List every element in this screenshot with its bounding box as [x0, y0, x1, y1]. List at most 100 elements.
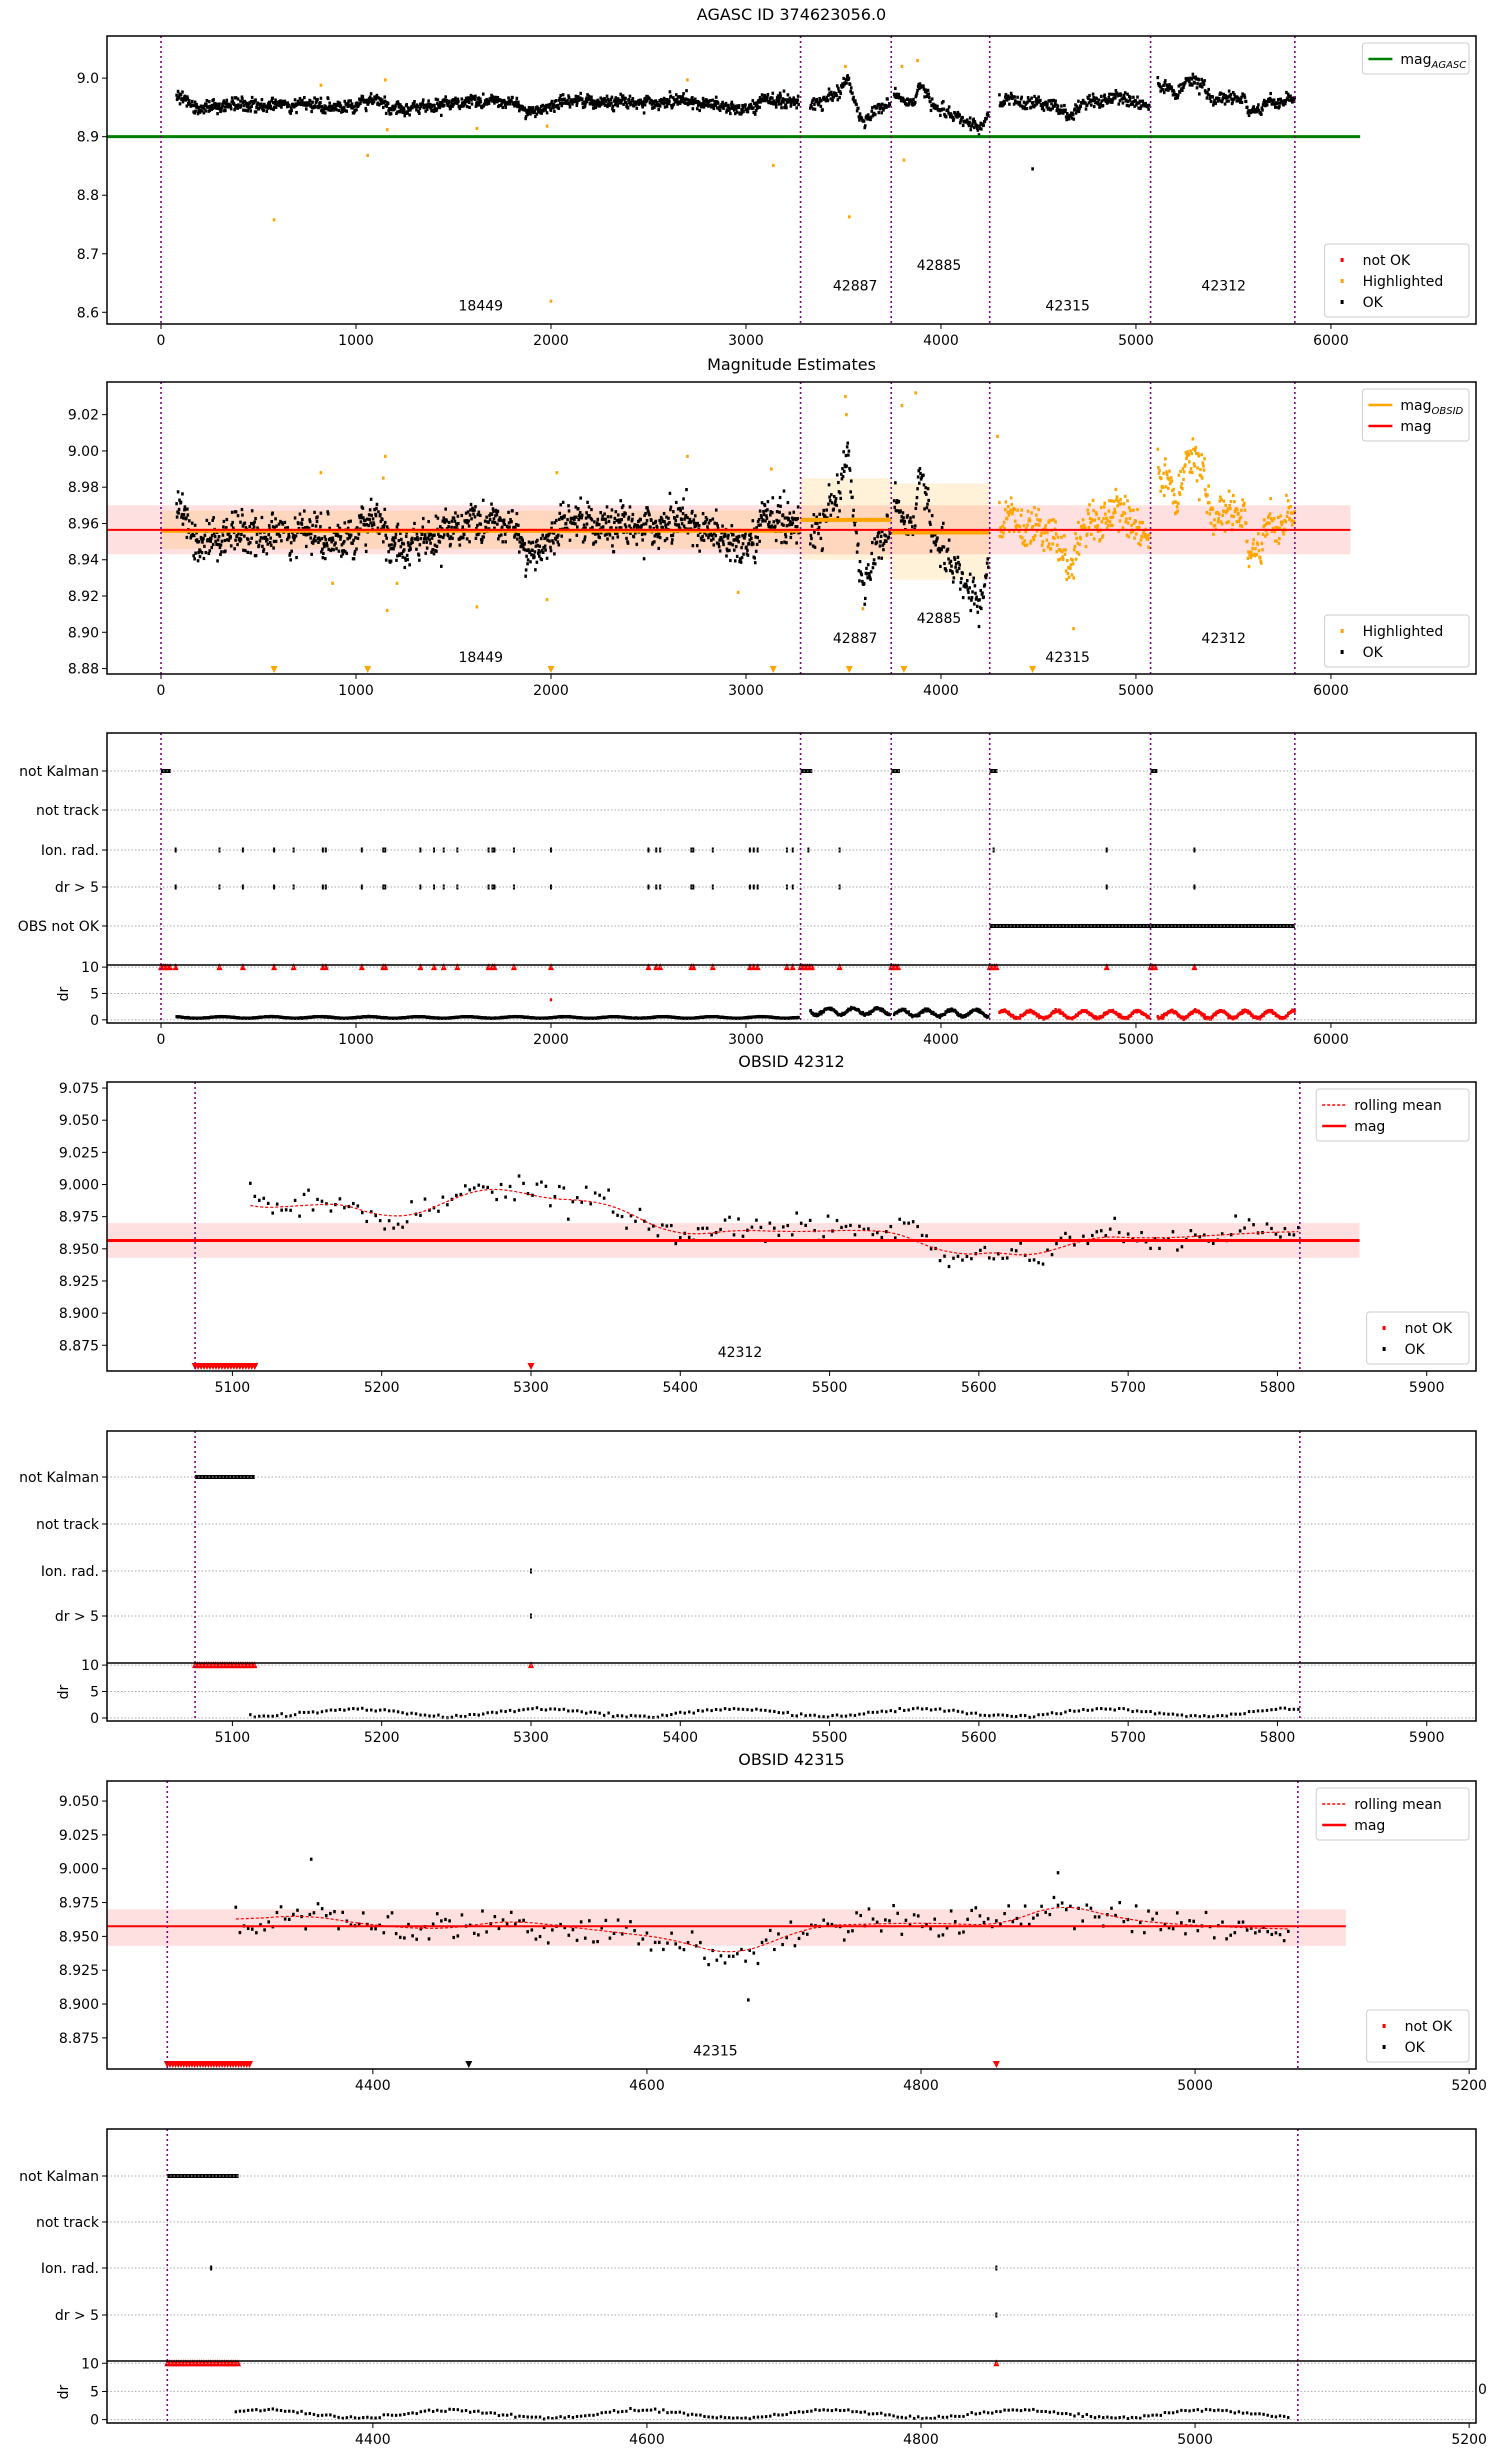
data-point [574, 505, 578, 509]
data-point [606, 104, 609, 109]
data-point [781, 513, 785, 517]
data-point [1199, 467, 1202, 472]
data-point [447, 99, 451, 103]
data-point [435, 544, 439, 549]
data-point [194, 109, 197, 113]
data-point [1269, 91, 1272, 96]
data-point [469, 508, 472, 512]
data-point [680, 100, 684, 104]
data-point [384, 111, 388, 115]
data-point [544, 108, 547, 112]
data-point [468, 105, 471, 110]
data-point [186, 97, 190, 101]
data-point [679, 509, 682, 513]
data-point [436, 98, 440, 102]
data-point [926, 487, 930, 491]
data-point [1127, 535, 1131, 539]
data-point [307, 103, 311, 107]
data-point [267, 524, 271, 528]
data-point [980, 127, 983, 131]
data-point [780, 106, 783, 110]
data-point [411, 540, 414, 544]
obsid-label: 42887 [833, 279, 878, 295]
data-point [452, 531, 455, 535]
data-point [441, 535, 445, 540]
data-point [987, 114, 990, 118]
data-point [449, 542, 452, 547]
data-point [695, 107, 699, 111]
data-point [470, 517, 473, 521]
data-point [186, 95, 189, 99]
data-point [1018, 525, 1022, 529]
data-point [465, 104, 469, 109]
data-point [243, 534, 246, 538]
data-point [1235, 99, 1239, 103]
data-point [784, 535, 788, 539]
data-point [1288, 517, 1292, 521]
data-point [845, 445, 849, 449]
data-point [789, 535, 793, 540]
data-point [439, 525, 442, 529]
data-point [467, 99, 470, 103]
data-point [479, 513, 482, 518]
data-point [1136, 95, 1139, 99]
data-point [780, 522, 784, 526]
data-point [863, 602, 867, 606]
data-point [352, 105, 355, 109]
data-point [476, 523, 479, 528]
data-point [375, 502, 379, 506]
data-point [792, 510, 796, 514]
data-point [589, 101, 592, 105]
data-point [927, 95, 931, 100]
data-point [901, 519, 904, 523]
data-point [297, 99, 300, 104]
data-point [1019, 97, 1023, 101]
data-point [457, 99, 460, 104]
data-point [1161, 88, 1165, 92]
data-point [616, 97, 620, 101]
data-point [376, 101, 380, 105]
data-point [965, 118, 969, 122]
data-point [399, 545, 403, 549]
data-point [913, 100, 917, 104]
data-point [381, 98, 384, 102]
data-point [616, 104, 620, 108]
data-point [753, 561, 757, 565]
data-point [208, 108, 212, 112]
data-point [274, 539, 278, 543]
data-point [794, 100, 797, 105]
data-point [1030, 96, 1033, 100]
data-point [1057, 558, 1060, 562]
data-point [1125, 533, 1129, 537]
data-point [424, 551, 428, 555]
data-point [314, 105, 317, 109]
data-point [722, 535, 726, 539]
data-point [476, 513, 480, 517]
data-point [374, 514, 378, 518]
data-point [688, 101, 691, 105]
data-point [824, 515, 827, 519]
data-point [1179, 83, 1182, 87]
data-point [268, 541, 272, 545]
data-point [692, 102, 695, 106]
data-point [684, 513, 688, 518]
flag-point [791, 847, 794, 853]
data-point [260, 515, 264, 520]
data-point [375, 93, 379, 97]
data-point [727, 533, 730, 537]
data-point [664, 101, 668, 105]
data-point [438, 540, 442, 544]
data-point [1091, 99, 1094, 103]
data-point [1068, 566, 1072, 570]
data-point [925, 492, 928, 496]
data-point [527, 105, 531, 110]
data-point [496, 509, 500, 513]
data-point [241, 513, 244, 517]
data-point [1085, 532, 1089, 536]
data-point [787, 517, 791, 521]
data-point [718, 108, 722, 113]
data-point [1172, 90, 1176, 94]
data-point [900, 515, 904, 519]
data-point [511, 509, 514, 513]
